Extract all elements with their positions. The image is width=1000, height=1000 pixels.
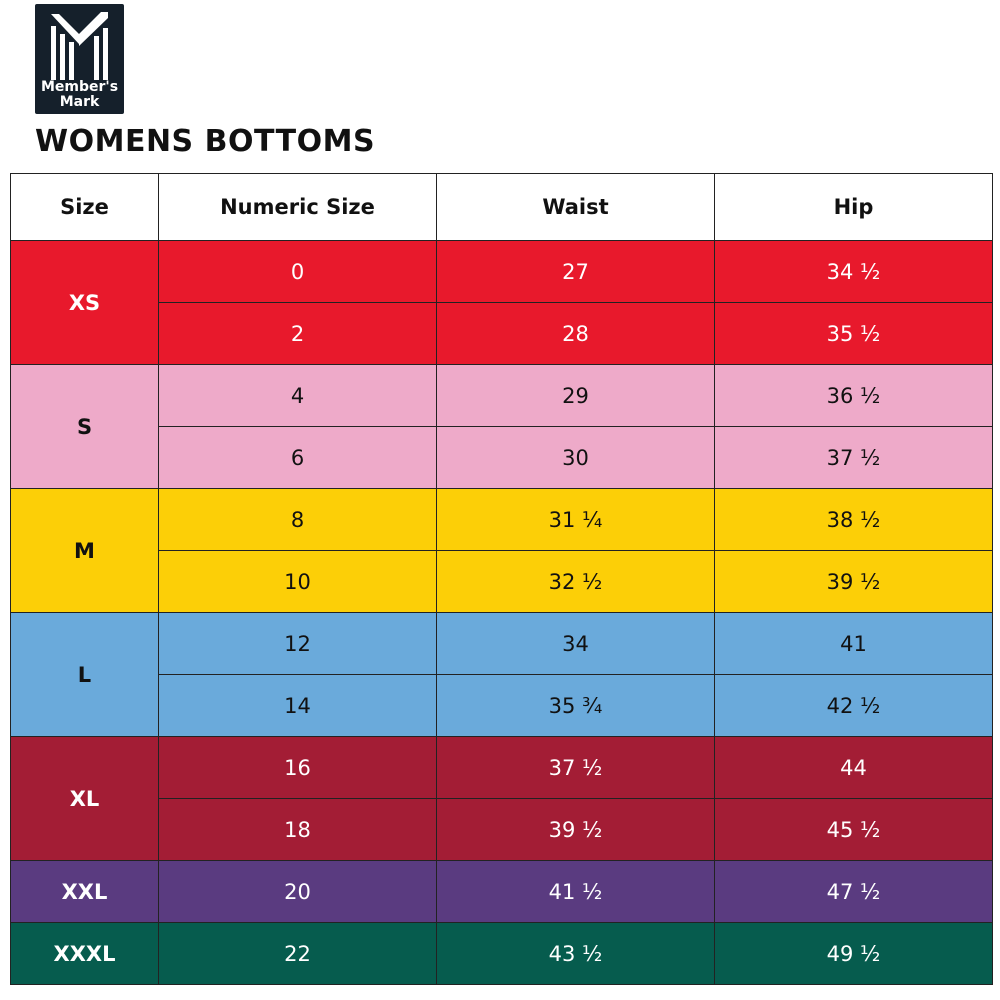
table-row: 2 28 35 ½	[10, 302, 993, 365]
hip-cell: 38 ½	[714, 488, 993, 551]
waist-cell: 30	[436, 426, 715, 489]
size-cell: S	[10, 364, 159, 489]
waist-cell: 31 ¼	[436, 488, 715, 551]
header-waist: Waist	[436, 173, 715, 241]
table-row: 10 32 ½ 39 ½	[10, 550, 993, 613]
size-cell: XS	[10, 240, 159, 365]
numeric-size-cell: 10	[158, 550, 437, 613]
table-row: 18 39 ½ 45 ½	[10, 798, 993, 861]
numeric-size-cell: 14	[158, 674, 437, 737]
hip-cell: 41	[714, 612, 993, 675]
numeric-size-cell: 20	[158, 860, 437, 923]
hip-cell: 36 ½	[714, 364, 993, 427]
hip-cell: 34 ½	[714, 240, 993, 303]
table-row: L 12 34 41	[10, 612, 993, 737]
header-hip: Hip	[714, 173, 993, 241]
numeric-size-cell: 12	[158, 612, 437, 675]
table-row: 6 30 37 ½	[10, 426, 993, 489]
numeric-size-cell: 18	[158, 798, 437, 861]
size-cell: XXL	[10, 860, 159, 923]
table-row: S 4 29 36 ½	[10, 364, 993, 489]
size-chart-table: Size Numeric Size Waist Hip XS 0 27 34 ½ 2 28…	[10, 173, 993, 985]
waist-cell: 28	[436, 302, 715, 365]
logo-text-line2: Mark	[59, 94, 100, 110]
table-row: 14 35 ¾ 42 ½	[10, 674, 993, 737]
table-row: XXL 20 41 ½ 47 ½	[10, 860, 993, 923]
table-row: XL 16 37 ½ 44	[10, 736, 993, 861]
waist-cell: 39 ½	[436, 798, 715, 861]
waist-cell: 29	[436, 364, 715, 427]
header-numeric-size: Numeric Size	[158, 173, 437, 241]
waist-cell: 34	[436, 612, 715, 675]
hip-cell: 35 ½	[714, 302, 993, 365]
waist-cell: 32 ½	[436, 550, 715, 613]
numeric-size-cell: 4	[158, 364, 437, 427]
waist-cell: 43 ½	[436, 922, 715, 985]
header-row: Size Numeric Size Waist Hip	[10, 173, 993, 241]
table-row: XS 0 27 34 ½	[10, 240, 993, 365]
hip-cell: 42 ½	[714, 674, 993, 737]
hip-cell: 47 ½	[714, 860, 993, 923]
size-cell: L	[10, 612, 159, 737]
logo-text-line1: Member's	[40, 79, 119, 95]
waist-cell: 41 ½	[436, 860, 715, 923]
hip-cell: 37 ½	[714, 426, 993, 489]
header-size: Size	[10, 173, 159, 241]
size-cell: M	[10, 488, 159, 613]
waist-cell: 27	[436, 240, 715, 303]
size-cell: XXXL	[10, 922, 159, 985]
numeric-size-cell: 6	[158, 426, 437, 489]
numeric-size-cell: 8	[158, 488, 437, 551]
numeric-size-cell: 16	[158, 736, 437, 799]
hip-cell: 49 ½	[714, 922, 993, 985]
m-logo-icon	[51, 12, 108, 80]
numeric-size-cell: 0	[158, 240, 437, 303]
numeric-size-cell: 2	[158, 302, 437, 365]
hip-cell: 39 ½	[714, 550, 993, 613]
hip-cell: 45 ½	[714, 798, 993, 861]
hip-cell: 44	[714, 736, 993, 799]
members-mark-logo: Member's Mark	[35, 4, 124, 114]
waist-cell: 37 ½	[436, 736, 715, 799]
page-title: WOMENS BOTTOMS	[35, 124, 376, 159]
numeric-size-cell: 22	[158, 922, 437, 985]
size-cell: XL	[10, 736, 159, 861]
table-row: M 8 31 ¼ 38 ½	[10, 488, 993, 613]
waist-cell: 35 ¾	[436, 674, 715, 737]
table-row: XXXL 22 43 ½ 49 ½	[10, 922, 993, 985]
